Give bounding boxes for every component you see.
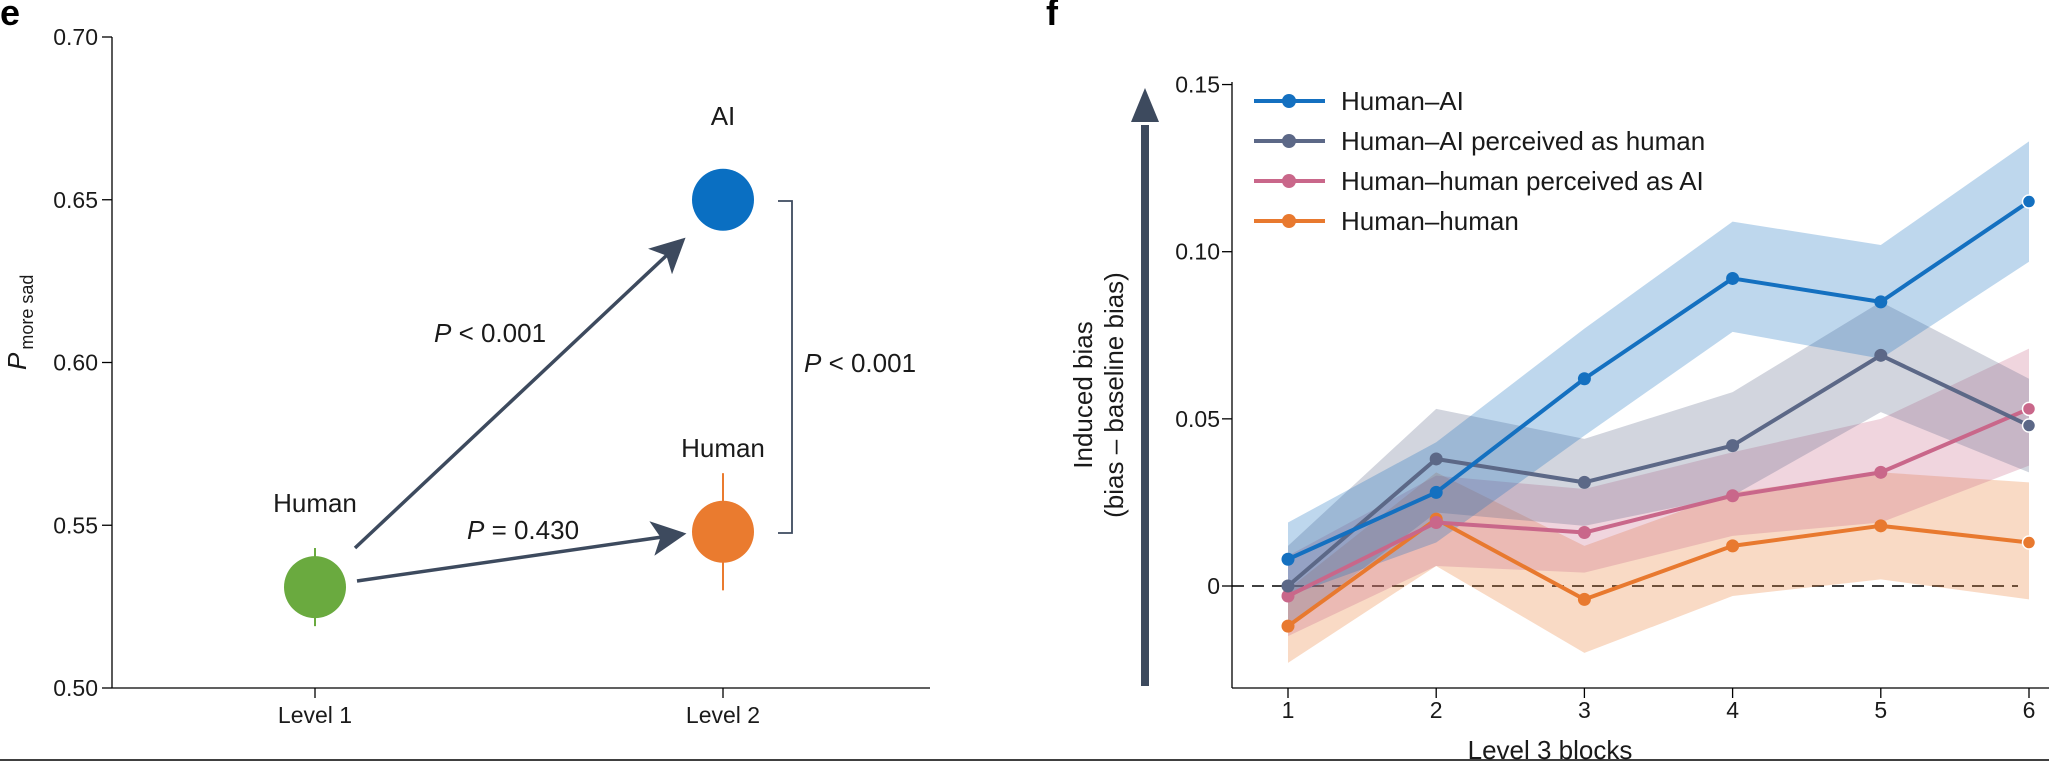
- x-tick-label: Level 2: [686, 702, 760, 728]
- x-tick-label: 1: [1282, 697, 1295, 723]
- panel-f-series-lines: [1286, 199, 2031, 628]
- data-point: [284, 556, 346, 619]
- series-point: [1874, 519, 1888, 533]
- series-point: [2021, 401, 2037, 417]
- series-point: [2021, 194, 2037, 209]
- series-point: [1577, 372, 1591, 386]
- panel-e-x-ticks: Level 1 Level 2: [278, 688, 760, 728]
- annotation-p-bracket: P < 0.001: [804, 348, 916, 378]
- legend-label: Human–AI perceived as human: [1341, 126, 1705, 156]
- y-tick-label: 0.50: [53, 675, 98, 701]
- series-line: [1287, 406, 2030, 598]
- series-point: [1281, 589, 1295, 603]
- data-point: [692, 168, 754, 231]
- y-tick-label: 0.05: [1175, 406, 1220, 432]
- series-line: [1286, 353, 2030, 588]
- series-line: [1287, 199, 2031, 562]
- series-point: [1577, 475, 1591, 489]
- series-point: [2021, 418, 2037, 433]
- point-label: Human: [273, 488, 357, 518]
- y-tick-label: 0.10: [1175, 239, 1220, 265]
- series-point: [1874, 465, 1888, 479]
- series-point: [1577, 592, 1591, 606]
- x-tick-label: Level 1: [278, 702, 352, 728]
- series-point: [1874, 295, 1888, 309]
- arrow-level1-to-ai: [353, 237, 686, 550]
- panel-e-y-label: Pmore sad: [2, 275, 37, 370]
- panel-f-y-label: Induced bias: [1068, 321, 1098, 468]
- y-tick-label: 0.65: [53, 187, 98, 213]
- x-tick-label: 2: [1430, 697, 1443, 723]
- x-tick-label: 4: [1726, 697, 1739, 723]
- series-point: [1577, 526, 1591, 540]
- series-point: [1726, 439, 1740, 453]
- point-label: Human: [681, 433, 765, 463]
- series-point: [1281, 552, 1295, 566]
- annotation-p-human: P = 0.430: [467, 515, 579, 545]
- y-tick-label: 0.60: [53, 350, 98, 376]
- y-tick-label: 0.55: [53, 512, 98, 538]
- x-tick-label: 5: [1874, 697, 1887, 723]
- x-tick-label: 3: [1578, 697, 1591, 723]
- legend-label: Human–human perceived as AI: [1341, 166, 1704, 196]
- series-point: [1281, 579, 1295, 593]
- panel-f-y-label-sub: (bias – baseline bias): [1099, 272, 1129, 518]
- significance-bracket: [778, 200, 793, 534]
- panel-f-x-label: Level 3 blocks: [1468, 735, 1633, 762]
- y-tick-label: 0: [1207, 573, 1220, 599]
- ci-band: [1288, 348, 2029, 637]
- ci-band: [1288, 472, 2029, 663]
- panel-f-points: [1281, 194, 2037, 633]
- series-point: [1429, 515, 1443, 529]
- legend-marker: [1282, 214, 1296, 228]
- legend-marker: [1282, 174, 1296, 188]
- legend-label: Human–human: [1341, 206, 1519, 236]
- panel-f-tag: f: [1046, 0, 1059, 33]
- series-point: [1726, 489, 1740, 503]
- annotation-p-ai: P < 0.001: [434, 318, 546, 348]
- ci-band: [1288, 141, 2029, 597]
- legend-label: Human–AI: [1341, 86, 1464, 116]
- increasing-bias-arrowhead: [1131, 88, 1159, 122]
- series-point: [1429, 452, 1443, 466]
- point-label: AI: [711, 101, 736, 131]
- x-tick-label: 6: [2023, 697, 2036, 723]
- y-tick-label: 0.15: [1175, 72, 1220, 98]
- panel-f-x-ticks: 1 2 3 4 5 6: [1282, 688, 2036, 723]
- series-point: [1429, 485, 1443, 499]
- panel-e-y-ticks: 0.70 0.65 0.60 0.55 0.50: [53, 24, 112, 701]
- panel-e-tag: e: [0, 0, 20, 33]
- panel-e: e 0.70 0.65 0.60 0.55 0.50 Level 1 Level 2 Pm…: [0, 0, 930, 728]
- series-point: [1726, 271, 1740, 285]
- series-point: [1726, 539, 1740, 553]
- panel-f-y-ticks: 0.15 0.10 0.05 0: [1175, 72, 1232, 599]
- series-point: [1874, 348, 1888, 362]
- legend-marker: [1282, 134, 1296, 148]
- panel-e-points: Human AI Human: [273, 101, 765, 627]
- legend-marker: [1282, 94, 1296, 108]
- data-point: [692, 500, 754, 563]
- panel-f: f Induced bias (bias – baseline bias) 0.…: [1046, 0, 2049, 762]
- series-point: [2021, 535, 2037, 550]
- y-tick-label: 0.70: [53, 24, 98, 50]
- series-point: [1281, 619, 1295, 633]
- panel-f-legend: Human–AI Human–AI perceived as human Human…: [1254, 86, 1705, 236]
- arrow-level1-to-human: [356, 521, 687, 583]
